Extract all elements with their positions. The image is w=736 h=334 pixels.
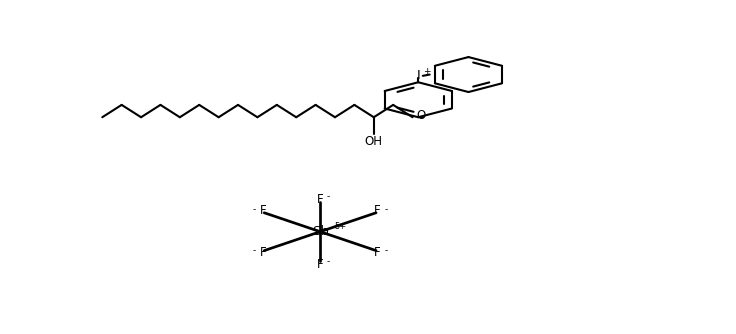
- Text: +: +: [423, 67, 431, 76]
- Text: -: -: [252, 246, 255, 256]
- Text: I: I: [417, 69, 420, 82]
- Text: -: -: [252, 205, 255, 214]
- Text: F: F: [316, 258, 324, 271]
- Text: F: F: [374, 204, 381, 217]
- Text: -: -: [385, 205, 388, 214]
- Text: -: -: [327, 192, 330, 201]
- Text: F: F: [260, 246, 266, 259]
- Text: O: O: [417, 110, 426, 123]
- Text: OH: OH: [365, 135, 383, 148]
- Text: -: -: [327, 257, 330, 266]
- Text: Sb: Sb: [312, 225, 328, 238]
- Text: F: F: [374, 246, 381, 259]
- Text: -: -: [385, 246, 388, 256]
- Text: F: F: [316, 192, 324, 205]
- Text: F: F: [260, 204, 266, 217]
- Text: 5+: 5+: [334, 221, 347, 230]
